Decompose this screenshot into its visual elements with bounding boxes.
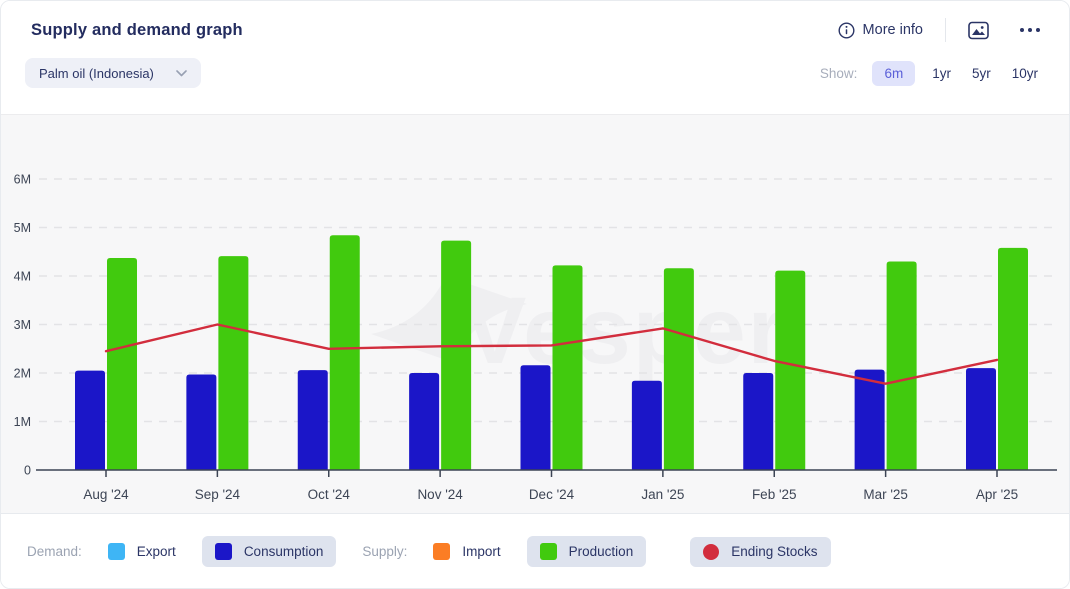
production-label: Production [568,544,634,559]
export-label: Export [136,544,176,559]
export-image-button[interactable] [966,19,991,42]
ellipsis-icon [1019,27,1041,33]
range-button-5yr[interactable]: 5yr [968,61,995,86]
chevron-down-icon [176,69,187,77]
ending-stocks-swatch [703,543,720,560]
legend-item-import[interactable]: Import [433,536,501,567]
svg-text:Apr '25: Apr '25 [976,487,1018,502]
legend-item-export[interactable]: Export [107,536,176,567]
supply-group-label: Supply: [362,544,408,559]
ending-stocks-label: Ending Stocks [731,544,818,559]
range-button-6m[interactable]: 6m [872,60,916,86]
more-options-button[interactable] [1017,25,1043,35]
svg-text:Sep '24: Sep '24 [195,487,241,502]
legend-item-production[interactable]: Production [526,536,647,567]
import-swatch [433,543,451,560]
svg-text:1M: 1M [14,415,31,429]
svg-text:Feb '25: Feb '25 [752,487,797,502]
chart-area: Vesper 0 1M 2M 3M 4M 5M 6M Aug '24 Sep '24 Oct '24… [1,115,1069,513]
commodity-dropdown-value: Palm oil (Indonesia) [39,65,154,81]
svg-text:Oct '24: Oct '24 [308,487,351,502]
svg-text:0: 0 [24,464,31,478]
svg-text:4M: 4M [14,270,31,284]
commodity-dropdown[interactable]: Palm oil (Indonesia) [25,58,201,88]
page-title: Supply and demand graph [31,20,243,39]
more-info-label: More info [862,22,923,38]
svg-text:2M: 2M [14,367,31,381]
svg-text:Dec '24: Dec '24 [529,487,575,502]
image-icon [968,21,989,40]
range-button-10yr[interactable]: 10yr [1008,61,1042,86]
range-button-1yr[interactable]: 1yr [928,61,955,86]
info-icon [838,21,855,39]
svg-text:6M: 6M [14,173,31,187]
consumption-label: Consumption [243,544,324,559]
svg-text:3M: 3M [14,318,31,332]
svg-text:Aug '24: Aug '24 [83,487,129,502]
export-swatch [107,543,125,560]
legend-item-consumption[interactable]: Consumption [201,536,337,567]
consumption-swatch [214,543,232,560]
svg-text:5M: 5M [14,221,31,235]
demand-group-label: Demand: [27,544,82,559]
card-header: Supply and demand graph More info [1,1,1069,115]
more-info-button[interactable]: More info [838,21,923,39]
header-divider [945,18,946,42]
timerange-selector: Show: 6m 1yr 5yr 10yr [819,60,1042,86]
legend-item-ending-stocks[interactable]: Ending Stocks [690,536,831,567]
svg-text:Jan '25: Jan '25 [641,487,684,502]
show-label: Show: [819,65,858,81]
svg-text:Vesper: Vesper [463,278,787,384]
chart-canvas: Vesper 0 1M 2M 3M 4M 5M 6M Aug '24 Sep '24 Oct '24… [14,173,1057,502]
svg-text:Nov '24: Nov '24 [417,487,463,502]
svg-text:Mar '25: Mar '25 [863,487,908,502]
chart-legend: Demand: Export Consumption Supply: Impor… [1,513,1069,588]
import-label: Import [462,544,501,559]
production-swatch [539,543,557,560]
